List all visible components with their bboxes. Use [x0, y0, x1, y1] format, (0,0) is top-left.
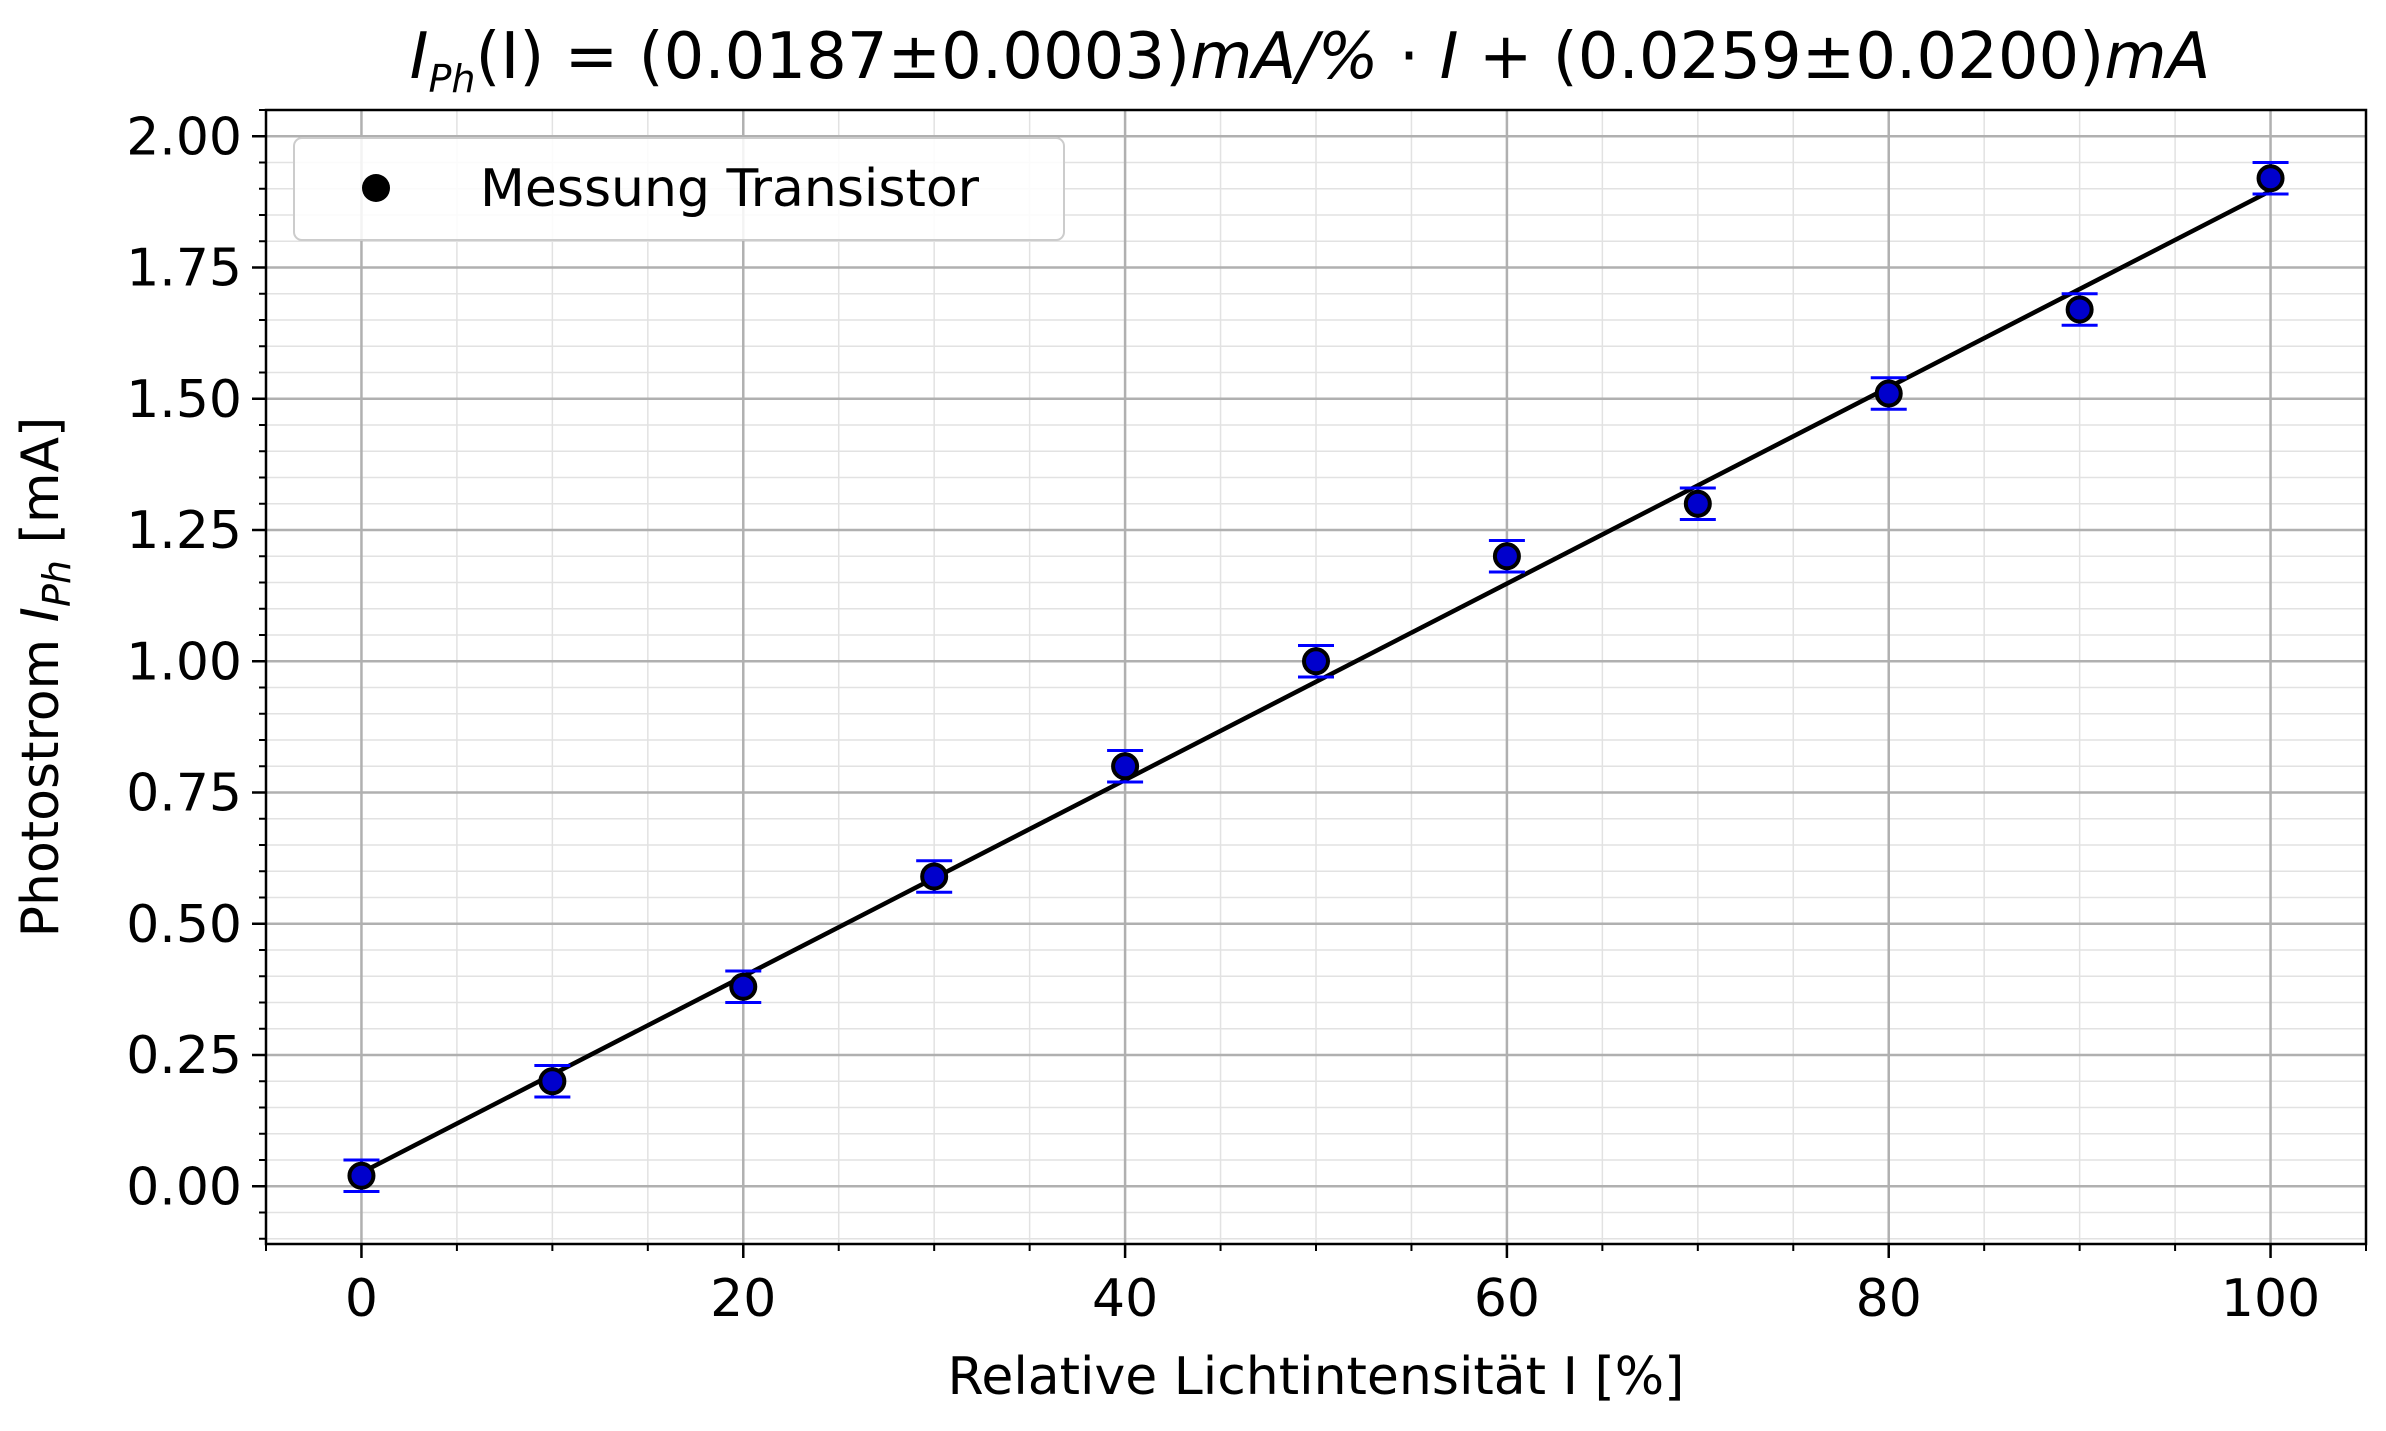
- ylabel-suffix: [mA]: [11, 417, 71, 560]
- title-slope-value: (0.0187±0.0003): [639, 20, 1190, 94]
- legend-label: Messung Transistor: [480, 159, 980, 219]
- y-tick-label: 1.50: [126, 370, 242, 430]
- data-point: [1302, 647, 1330, 676]
- y-tick-label: 0.50: [126, 895, 242, 955]
- ylabel-prefix: Photostrom: [11, 622, 71, 937]
- y-tick-label: 0.00: [126, 1157, 242, 1217]
- data-point: [1111, 752, 1140, 781]
- x-tick-label: 40: [1092, 1269, 1158, 1329]
- ylabel-sub: Ph: [35, 560, 79, 607]
- legend-box: [293, 137, 1065, 241]
- data-point: [920, 862, 949, 891]
- data-point: [2065, 295, 2094, 324]
- y-tick-label: 0.75: [126, 764, 242, 824]
- y-tick-label: 1.25: [126, 501, 242, 561]
- x-tick-label: 20: [710, 1269, 776, 1329]
- title-mul: ·: [1379, 20, 1440, 94]
- x-tick-label: 60: [1474, 1269, 1540, 1329]
- point-layer: [347, 164, 2285, 1190]
- x-ticks: 0 20 40 60 80 100: [265, 1244, 2367, 1329]
- fit-line: [360, 188, 2272, 1175]
- title-intercept-unit: mA: [2104, 20, 2210, 94]
- data-point: [538, 1067, 567, 1096]
- title-intercept-value: (0.0259±0.0200): [1553, 20, 2104, 94]
- fit-layer: [360, 188, 2272, 1175]
- x-axis-label: Relative Lichtintensität I [%]: [948, 1347, 1685, 1407]
- title-lhs-symbol: I: [410, 20, 429, 94]
- chart-title: IPh(I) = (0.0187±0.0003)mA/% · I + (0.02…: [410, 20, 2211, 101]
- x-tick-label: 0: [345, 1269, 378, 1329]
- y-tick-label: 0.25: [126, 1026, 242, 1086]
- data-point: [2256, 164, 2285, 193]
- data-point: [1683, 489, 1712, 518]
- y-axis-label: Photostrom IPh [mA]: [11, 417, 79, 938]
- y-tick-label: 1.00: [126, 632, 242, 692]
- major-grid: [266, 110, 2366, 1244]
- legend-marker: [362, 174, 390, 202]
- x-tick-label: 80: [1856, 1269, 1922, 1329]
- ylabel-symbol: I: [11, 607, 71, 622]
- data-point: [729, 972, 758, 1001]
- data-point: [1492, 542, 1521, 571]
- x-tick-label: 100: [2221, 1269, 2320, 1329]
- title-var: I: [1440, 20, 1459, 94]
- y-tick-label: 1.75: [126, 239, 242, 299]
- legend: Messung Transistor: [293, 137, 1065, 241]
- data-point: [1874, 379, 1903, 408]
- title-lhs-arg: (I): [476, 20, 545, 94]
- y-ticks: 0.00 0.25 0.50 0.75 1.00 1.25 1.50 1.75 2.00: [126, 107, 266, 1240]
- title-slope-unit: mA/%: [1190, 20, 1379, 94]
- title-plus: +: [1458, 20, 1552, 94]
- title-lhs-sub: Ph: [429, 57, 476, 101]
- title-equals: =: [544, 20, 638, 94]
- y-tick-label: 2.00: [126, 107, 242, 167]
- data-point: [347, 1161, 376, 1190]
